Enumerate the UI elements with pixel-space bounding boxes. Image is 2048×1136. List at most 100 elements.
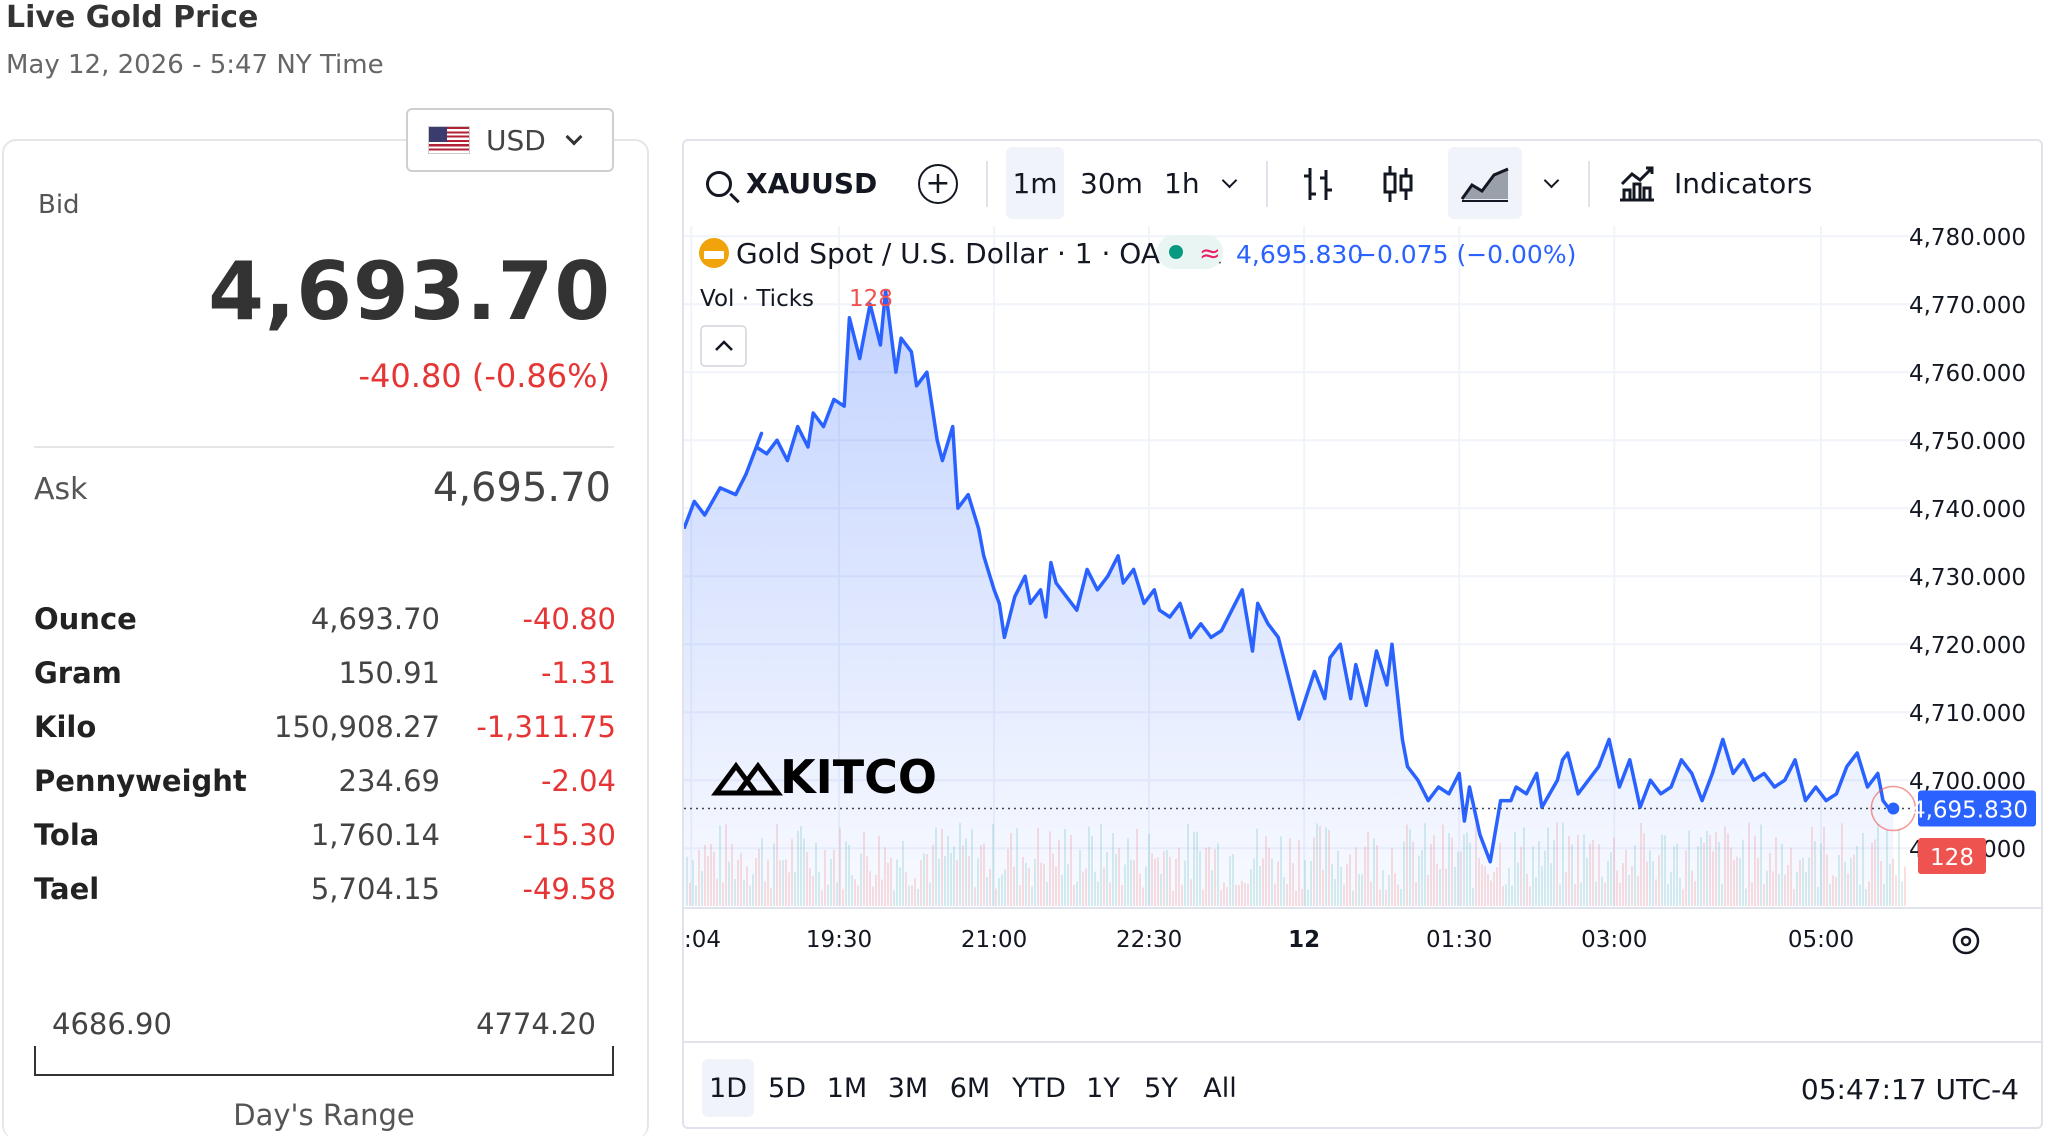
chart-type-dropdown[interactable] <box>1543 141 1560 226</box>
unit-name: Pennyweight <box>34 764 247 798</box>
interval-label: 1m <box>1012 166 1058 200</box>
indicators-button[interactable]: Indicators <box>1616 141 1812 226</box>
range-ytd[interactable]: YTD <box>1008 1059 1070 1117</box>
unit-row: Ounce 4,693.70 -40.80 <box>34 602 616 656</box>
days-range-low: 4686.90 <box>52 1007 172 1041</box>
range-label: YTD <box>1012 1072 1066 1104</box>
chevron-up-icon <box>715 340 733 351</box>
area-chart-icon <box>1460 167 1509 202</box>
y-tick-label: 4,760.000 <box>1909 361 2026 387</box>
range-label: 1D <box>709 1072 747 1104</box>
range-3m[interactable]: 3M <box>884 1059 932 1117</box>
bid-price: 4,693.70 <box>208 245 611 338</box>
unit-change: -15.30 <box>522 818 617 852</box>
bar-chart-type-button[interactable] <box>1300 141 1336 226</box>
x-tick-label: 03:00 <box>1581 927 1647 953</box>
bid-label: Bid <box>38 190 80 220</box>
symbol-label: XAUUSD <box>746 167 878 200</box>
unit-row: Pennyweight 234.69 -2.04 <box>34 764 616 818</box>
unit-value: 150.91 <box>338 656 440 690</box>
range-label: 1Y <box>1086 1072 1120 1104</box>
chevron-down-icon <box>1543 172 1560 189</box>
range-1m[interactable]: 1M <box>824 1059 870 1117</box>
volume-bar <box>1904 866 1906 906</box>
delayed-data-icon: ≈ <box>1199 239 1221 269</box>
bid-change: -40.80 (-0.86%) <box>358 357 611 395</box>
chart-clock[interactable]: 05:47:17 UTC-4 <box>1800 1073 2019 1106</box>
plus-icon: + <box>918 163 958 204</box>
last-price-badge <box>1918 790 2036 827</box>
legend-title: Gold Spot / U.S. Dollar · 1 · OANDA <box>736 237 1221 270</box>
interval-label: 30m <box>1080 167 1143 200</box>
volume-bar <box>1895 875 1897 906</box>
interval-label: 1h <box>1164 167 1200 200</box>
last-price-dot <box>1887 802 1900 815</box>
kitco-watermark: KITCO <box>780 750 937 804</box>
settings-icon <box>1952 927 1980 955</box>
unit-name: Ounce <box>34 602 137 636</box>
search-icon <box>706 170 732 197</box>
days-range-bar <box>34 1046 614 1076</box>
volume-label: 128 <box>1930 845 1974 871</box>
price-panel <box>2 139 649 1136</box>
range-label: 6M <box>949 1072 991 1104</box>
price-chart[interactable]: 4,780.000 4,770.000 4,760.000 4,750.000 4,74… <box>684 226 2041 1041</box>
volume-bar <box>1901 881 1903 906</box>
range-5y[interactable]: 5Y <box>1138 1059 1184 1117</box>
range-label: All <box>1203 1072 1237 1104</box>
range-label: 3M <box>887 1072 929 1104</box>
unit-value: 150,908.27 <box>273 710 440 744</box>
interval-1m[interactable]: 1m <box>1006 147 1064 219</box>
range-1y[interactable]: 1Y <box>1080 1059 1126 1117</box>
unit-name: Tola <box>34 818 100 852</box>
interval-dropdown[interactable] <box>1221 141 1238 226</box>
range-6m[interactable]: 6M <box>946 1059 994 1117</box>
unit-name: Kilo <box>34 710 97 744</box>
compare-button[interactable]: + <box>918 141 958 226</box>
unit-row: Tola 1,760.14 -15.30 <box>34 818 616 872</box>
candles-chart-type-button[interactable] <box>1380 141 1416 226</box>
unit-value: 5,704.15 <box>310 872 440 906</box>
unit-name: Gram <box>34 656 122 690</box>
divider <box>34 446 614 448</box>
range-bar: 1D 5D 1M 3M 6M YTD 1Y 5Y All 05:47:17 UT… <box>684 1041 2041 1129</box>
symbol-search-button[interactable]: XAUUSD <box>706 141 877 226</box>
toolbar-divider <box>1266 161 1268 207</box>
unit-change: -1.31 <box>540 656 616 690</box>
y-tick-label: 4,770.000 <box>1909 293 2026 319</box>
range-label: 5Y <box>1144 1072 1178 1104</box>
ask-label: Ask <box>34 472 88 507</box>
volume-legend-value: 128 <box>849 286 893 312</box>
currency-label: USD <box>486 123 546 157</box>
unit-value: 234.69 <box>338 764 440 798</box>
x-tick-label: 12 <box>1288 927 1320 953</box>
unit-prices-table: Ounce 4,693.70 -40.80 Gram 150.91 -1.31 … <box>34 602 616 926</box>
volume-bar <box>1898 829 1900 906</box>
last-price-label: 4,695.830 <box>1911 798 2028 824</box>
interval-1h[interactable]: 1h <box>1164 141 1200 226</box>
unit-change: -40.80 <box>522 602 617 636</box>
bars-icon <box>1304 167 1332 200</box>
days-range-caption: Day's Range <box>233 1098 415 1132</box>
y-tick-label: 4,710.000 <box>1909 701 2026 727</box>
x-tick-label: 01:30 <box>1426 927 1492 953</box>
chevron-down-icon <box>565 128 583 146</box>
page-title: Live Gold Price <box>6 0 259 35</box>
y-tick-label: 4,740.000 <box>1909 497 2026 523</box>
toolbar-divider <box>1588 161 1590 207</box>
area-chart-type-button[interactable] <box>1448 147 1522 219</box>
chart-toolbar: XAUUSD + 1m 30m 1h <box>684 141 2041 226</box>
last-price-pulse <box>1870 785 1917 832</box>
indicators-icon <box>1620 166 1654 201</box>
x-tick-label: 05:00 <box>1788 927 1854 953</box>
market-open-dot <box>1169 245 1183 259</box>
chevron-down-icon <box>1221 172 1238 189</box>
unit-value: 1,760.14 <box>310 818 440 852</box>
range-1d[interactable]: 1D <box>702 1059 754 1117</box>
range-all[interactable]: All <box>1196 1059 1244 1117</box>
toolbar-divider <box>986 161 988 207</box>
legend-last-price: 4,695.830 <box>1236 240 1363 269</box>
interval-30m[interactable]: 30m <box>1080 141 1143 226</box>
currency-dropdown[interactable]: USD <box>406 108 614 172</box>
range-5d[interactable]: 5D <box>764 1059 810 1117</box>
